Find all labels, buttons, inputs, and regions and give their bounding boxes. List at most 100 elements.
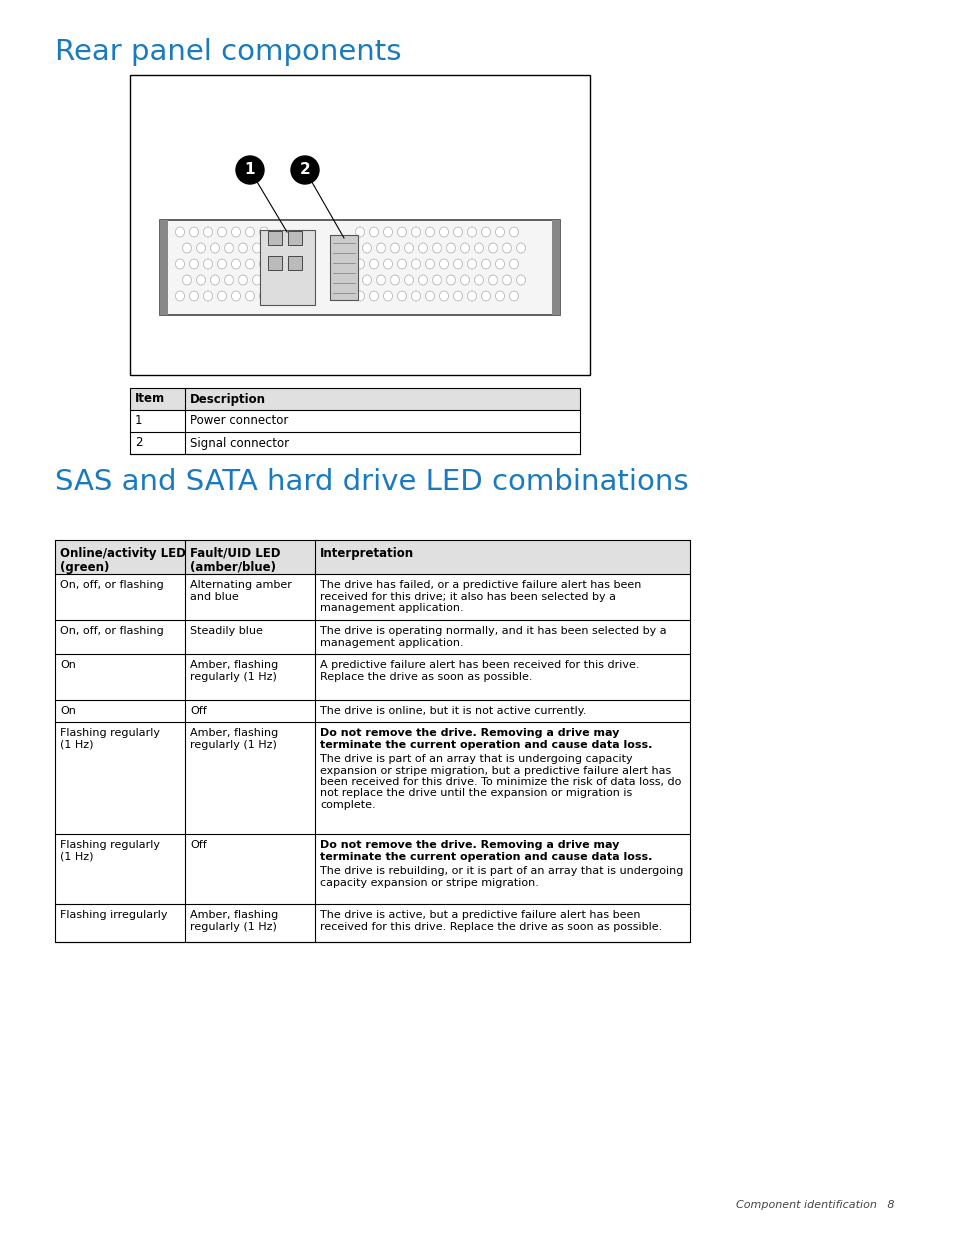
Ellipse shape bbox=[481, 291, 490, 301]
Text: regularly (1 Hz): regularly (1 Hz) bbox=[190, 672, 276, 682]
Ellipse shape bbox=[376, 275, 385, 285]
Ellipse shape bbox=[383, 259, 392, 269]
Ellipse shape bbox=[439, 291, 448, 301]
Ellipse shape bbox=[232, 227, 240, 237]
Bar bbox=[130, 388, 579, 454]
Text: management application.: management application. bbox=[319, 637, 463, 647]
Text: and blue: and blue bbox=[190, 592, 238, 601]
Circle shape bbox=[235, 156, 264, 184]
Ellipse shape bbox=[425, 259, 434, 269]
Text: The drive is part of an array that is undergoing capacity: The drive is part of an array that is un… bbox=[319, 755, 632, 764]
Text: On: On bbox=[60, 659, 76, 671]
Ellipse shape bbox=[509, 291, 518, 301]
Text: Replace the drive as soon as possible.: Replace the drive as soon as possible. bbox=[319, 672, 532, 682]
Ellipse shape bbox=[516, 275, 525, 285]
Ellipse shape bbox=[404, 243, 413, 253]
Text: Signal connector: Signal connector bbox=[190, 436, 289, 450]
Text: (1 Hz): (1 Hz) bbox=[60, 851, 93, 862]
Ellipse shape bbox=[203, 291, 213, 301]
Ellipse shape bbox=[390, 275, 399, 285]
Ellipse shape bbox=[224, 243, 233, 253]
Text: Flashing regularly: Flashing regularly bbox=[60, 840, 160, 850]
Ellipse shape bbox=[446, 243, 455, 253]
Ellipse shape bbox=[432, 275, 441, 285]
Ellipse shape bbox=[446, 275, 455, 285]
Text: Fault/UID LED: Fault/UID LED bbox=[190, 547, 280, 559]
Ellipse shape bbox=[355, 259, 364, 269]
Text: The drive is rebuilding, or it is part of an array that is undergoing: The drive is rebuilding, or it is part o… bbox=[319, 866, 682, 876]
Text: On, off, or flashing: On, off, or flashing bbox=[60, 580, 164, 590]
Bar bbox=[55, 540, 689, 574]
Text: Flashing regularly: Flashing regularly bbox=[60, 727, 160, 739]
Ellipse shape bbox=[245, 291, 254, 301]
Bar bbox=[160, 220, 168, 315]
Ellipse shape bbox=[383, 227, 392, 237]
Text: been received for this drive. To minimize the risk of data loss, do: been received for this drive. To minimiz… bbox=[319, 777, 680, 787]
Ellipse shape bbox=[196, 243, 205, 253]
Bar bbox=[268, 256, 282, 270]
Text: Rear panel components: Rear panel components bbox=[55, 38, 401, 65]
Ellipse shape bbox=[439, 259, 448, 269]
Ellipse shape bbox=[211, 275, 219, 285]
Text: terminate the current operation and cause data loss.: terminate the current operation and caus… bbox=[319, 851, 652, 862]
Ellipse shape bbox=[190, 227, 198, 237]
Ellipse shape bbox=[369, 227, 378, 237]
Ellipse shape bbox=[253, 243, 261, 253]
Text: Do not remove the drive. Removing a drive may: Do not remove the drive. Removing a driv… bbox=[319, 840, 618, 850]
Ellipse shape bbox=[418, 275, 427, 285]
Ellipse shape bbox=[418, 243, 427, 253]
Text: not replace the drive until the expansion or migration is: not replace the drive until the expansio… bbox=[319, 788, 632, 799]
Ellipse shape bbox=[203, 259, 213, 269]
Text: capacity expansion or stripe migration.: capacity expansion or stripe migration. bbox=[319, 878, 538, 888]
Ellipse shape bbox=[509, 259, 518, 269]
Ellipse shape bbox=[509, 227, 518, 237]
Ellipse shape bbox=[238, 275, 247, 285]
Text: complete.: complete. bbox=[319, 800, 375, 810]
Ellipse shape bbox=[175, 259, 184, 269]
Ellipse shape bbox=[411, 291, 420, 301]
Ellipse shape bbox=[502, 243, 511, 253]
Ellipse shape bbox=[376, 243, 385, 253]
Text: SAS and SATA hard drive LED combinations: SAS and SATA hard drive LED combinations bbox=[55, 468, 688, 496]
Ellipse shape bbox=[182, 275, 192, 285]
Ellipse shape bbox=[495, 291, 504, 301]
Text: 1: 1 bbox=[135, 415, 142, 427]
Ellipse shape bbox=[467, 259, 476, 269]
Ellipse shape bbox=[481, 227, 490, 237]
Text: Amber, flashing: Amber, flashing bbox=[190, 659, 278, 671]
Ellipse shape bbox=[238, 243, 247, 253]
Text: Alternating amber: Alternating amber bbox=[190, 580, 292, 590]
Ellipse shape bbox=[355, 291, 364, 301]
Ellipse shape bbox=[439, 227, 448, 237]
Text: management application.: management application. bbox=[319, 603, 463, 613]
Ellipse shape bbox=[453, 291, 462, 301]
Ellipse shape bbox=[397, 259, 406, 269]
Ellipse shape bbox=[190, 291, 198, 301]
Text: terminate the current operation and cause data loss.: terminate the current operation and caus… bbox=[319, 740, 652, 750]
Ellipse shape bbox=[495, 227, 504, 237]
Text: Flashing irregularly: Flashing irregularly bbox=[60, 910, 168, 920]
Ellipse shape bbox=[266, 275, 275, 285]
Ellipse shape bbox=[404, 275, 413, 285]
Circle shape bbox=[291, 156, 318, 184]
Ellipse shape bbox=[211, 243, 219, 253]
Ellipse shape bbox=[411, 259, 420, 269]
Ellipse shape bbox=[467, 227, 476, 237]
Ellipse shape bbox=[383, 291, 392, 301]
Bar bbox=[55, 540, 689, 942]
Text: The drive is operating normally, and it has been selected by a: The drive is operating normally, and it … bbox=[319, 626, 666, 636]
Text: regularly (1 Hz): regularly (1 Hz) bbox=[190, 921, 276, 931]
Ellipse shape bbox=[397, 227, 406, 237]
Text: Component identification   8: Component identification 8 bbox=[736, 1200, 894, 1210]
Ellipse shape bbox=[232, 259, 240, 269]
Text: A predictive failure alert has been received for this drive.: A predictive failure alert has been rece… bbox=[319, 659, 639, 671]
Ellipse shape bbox=[355, 227, 364, 237]
Text: The drive is online, but it is not active currently.: The drive is online, but it is not activ… bbox=[319, 706, 586, 716]
Bar bbox=[268, 231, 282, 245]
Text: Off: Off bbox=[190, 840, 207, 850]
Ellipse shape bbox=[362, 243, 371, 253]
Text: Do not remove the drive. Removing a drive may: Do not remove the drive. Removing a driv… bbox=[319, 727, 618, 739]
Ellipse shape bbox=[502, 275, 511, 285]
Ellipse shape bbox=[175, 291, 184, 301]
Bar bbox=[130, 75, 589, 375]
